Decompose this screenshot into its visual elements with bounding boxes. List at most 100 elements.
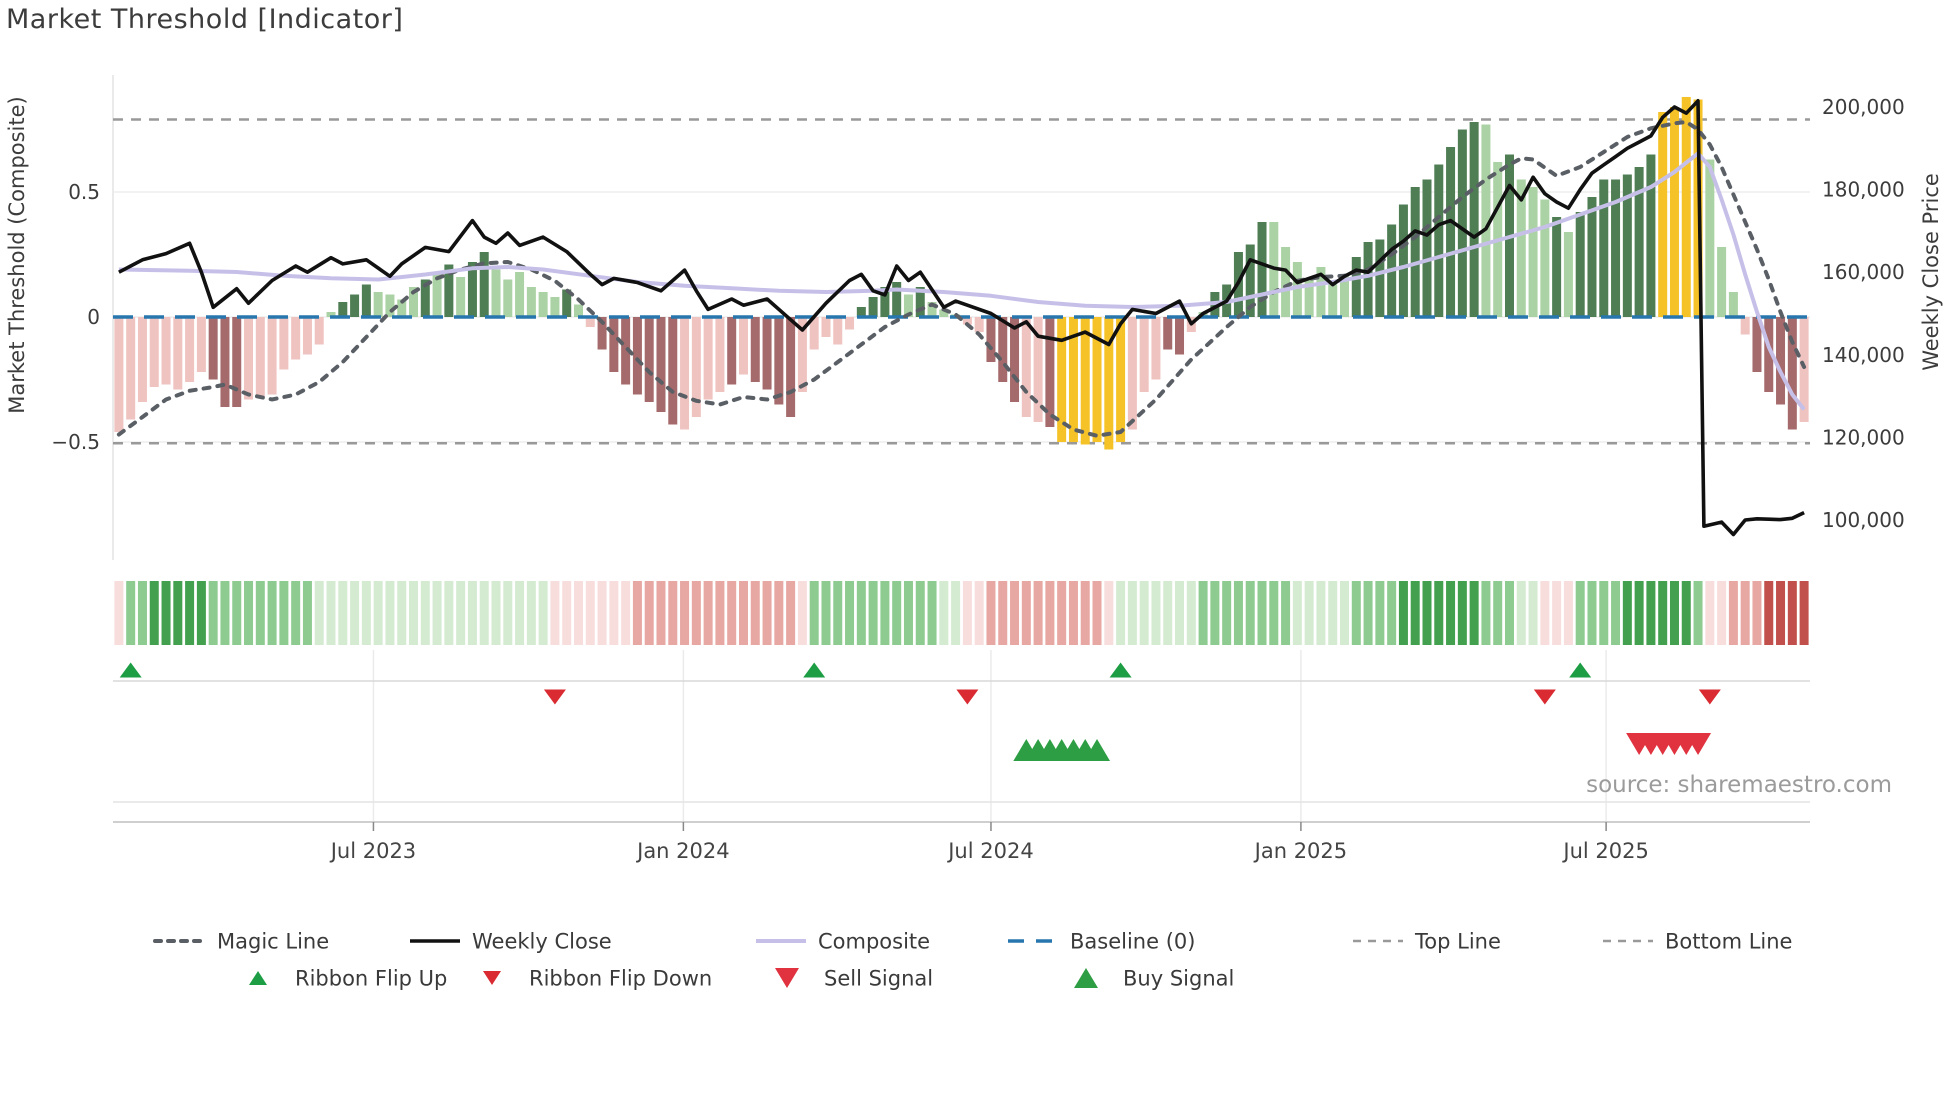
ribbon-cell <box>691 581 701 645</box>
ribbon-cell <box>1104 581 1114 645</box>
left-axis-title: Market Threshold (Composite) <box>5 96 29 414</box>
threshold-bar <box>1281 247 1291 317</box>
threshold-bar <box>1552 217 1562 317</box>
ribbon-cell <box>750 581 760 645</box>
ribbon-cell <box>609 581 619 645</box>
ribbon-cell <box>915 581 925 645</box>
threshold-bar <box>255 317 265 397</box>
threshold-bar <box>1728 292 1738 317</box>
threshold-bar <box>927 302 937 317</box>
ribbon-cell <box>350 581 360 645</box>
ribbon-cell <box>1599 581 1609 645</box>
composite-line <box>118 151 1806 411</box>
ribbon-cell <box>680 581 690 645</box>
legend-ribbon-flip-up-icon <box>249 971 267 985</box>
legend-buy-signal-icon <box>1074 968 1098 988</box>
left-axis-tick-label: 0 <box>87 305 100 329</box>
legend-label: Ribbon Flip Up <box>295 967 447 991</box>
ribbon-cell <box>1705 581 1715 645</box>
ribbon-cell <box>1033 581 1043 645</box>
threshold-bar <box>397 299 407 317</box>
ribbon-cell <box>1269 581 1279 645</box>
threshold-bar <box>1045 317 1055 427</box>
threshold-bar <box>774 317 784 405</box>
ribbon-cell <box>903 581 913 645</box>
ribbon-cell <box>1634 581 1644 645</box>
threshold-bar <box>1092 317 1102 442</box>
ribbon-cell <box>1693 581 1703 645</box>
threshold-bar <box>161 317 171 385</box>
ribbon-cell <box>1328 581 1338 645</box>
ribbon-cell <box>420 581 430 645</box>
threshold-bar <box>868 297 878 317</box>
ribbon-cell <box>1681 581 1691 645</box>
threshold-bar <box>1057 317 1067 442</box>
ribbon-cell <box>267 581 277 645</box>
ribbon-flip-down-icon <box>1698 689 1721 705</box>
ribbon-cell <box>1139 581 1149 645</box>
threshold-bar <box>279 317 289 370</box>
ribbon-cell <box>196 581 206 645</box>
ribbon-cell <box>291 581 301 645</box>
ribbon-cell <box>1669 581 1679 645</box>
ribbon-cell <box>974 581 984 645</box>
ribbon-cell <box>255 581 265 645</box>
threshold-bar <box>738 317 748 375</box>
threshold-bar <box>986 317 996 362</box>
threshold-bar <box>939 309 949 317</box>
ribbon-cell <box>208 581 218 645</box>
ribbon-cell <box>1186 581 1196 645</box>
ribbon-cell <box>998 581 1008 645</box>
threshold-bar <box>1068 317 1078 442</box>
ribbon-cell <box>220 581 230 645</box>
indicator-chart-canvas: 0.5 0 −0.5 200,000 180,000 160,000 140,000 120,… <box>5 75 1943 991</box>
ribbon-cell <box>1021 581 1031 645</box>
ribbon-cell <box>1493 581 1503 645</box>
ribbon-cell <box>1764 581 1774 645</box>
ribbon-cell <box>585 581 595 645</box>
legend-label: Composite <box>818 930 930 954</box>
legend-label: Top Line <box>1414 930 1501 954</box>
threshold-bar <box>1139 317 1149 392</box>
threshold-bar <box>1033 317 1043 422</box>
threshold-bar <box>1163 317 1173 350</box>
ribbon-cell <box>1622 581 1632 645</box>
ribbon-cell <box>1057 581 1067 645</box>
page-title: Market Threshold [Indicator] <box>6 4 404 35</box>
ribbon-cell <box>632 581 642 645</box>
threshold-bar <box>444 264 454 317</box>
ribbon-cell <box>326 581 336 645</box>
legend-label: Bottom Line <box>1665 930 1792 954</box>
threshold-bar <box>1375 239 1385 317</box>
threshold-bar <box>1516 179 1526 317</box>
ribbon-cell <box>479 581 489 645</box>
threshold-bar <box>291 317 301 360</box>
ribbon-cell <box>314 581 324 645</box>
threshold-bar <box>503 279 513 317</box>
ribbon-cell <box>515 581 525 645</box>
ribbon-cell <box>503 581 513 645</box>
ribbon-cell <box>845 581 855 645</box>
threshold-bar <box>562 289 572 317</box>
ribbon-cell <box>432 581 442 645</box>
ribbon-cell <box>962 581 972 645</box>
threshold-bar <box>644 317 654 402</box>
threshold-bar <box>856 307 866 317</box>
source-attribution: source: sharemaestro.com <box>1586 772 1892 798</box>
magic-line <box>116 119 1807 438</box>
threshold-bar <box>114 317 124 432</box>
threshold-bar <box>1340 274 1350 317</box>
ribbon-cell <box>1528 581 1538 645</box>
ribbon-cell <box>1799 581 1809 645</box>
threshold-bar <box>1669 107 1679 317</box>
ribbon-cell <box>302 581 312 645</box>
threshold-bar <box>1363 242 1373 317</box>
ribbon-cell <box>1457 581 1467 645</box>
threshold-bar <box>208 317 218 380</box>
ribbon-cell <box>1316 581 1326 645</box>
ribbon-cell <box>892 581 902 645</box>
ribbon-flip-up-icon <box>119 662 142 678</box>
ribbon-cell <box>137 581 147 645</box>
threshold-bar <box>703 317 713 400</box>
ribbon-cell <box>444 581 454 645</box>
